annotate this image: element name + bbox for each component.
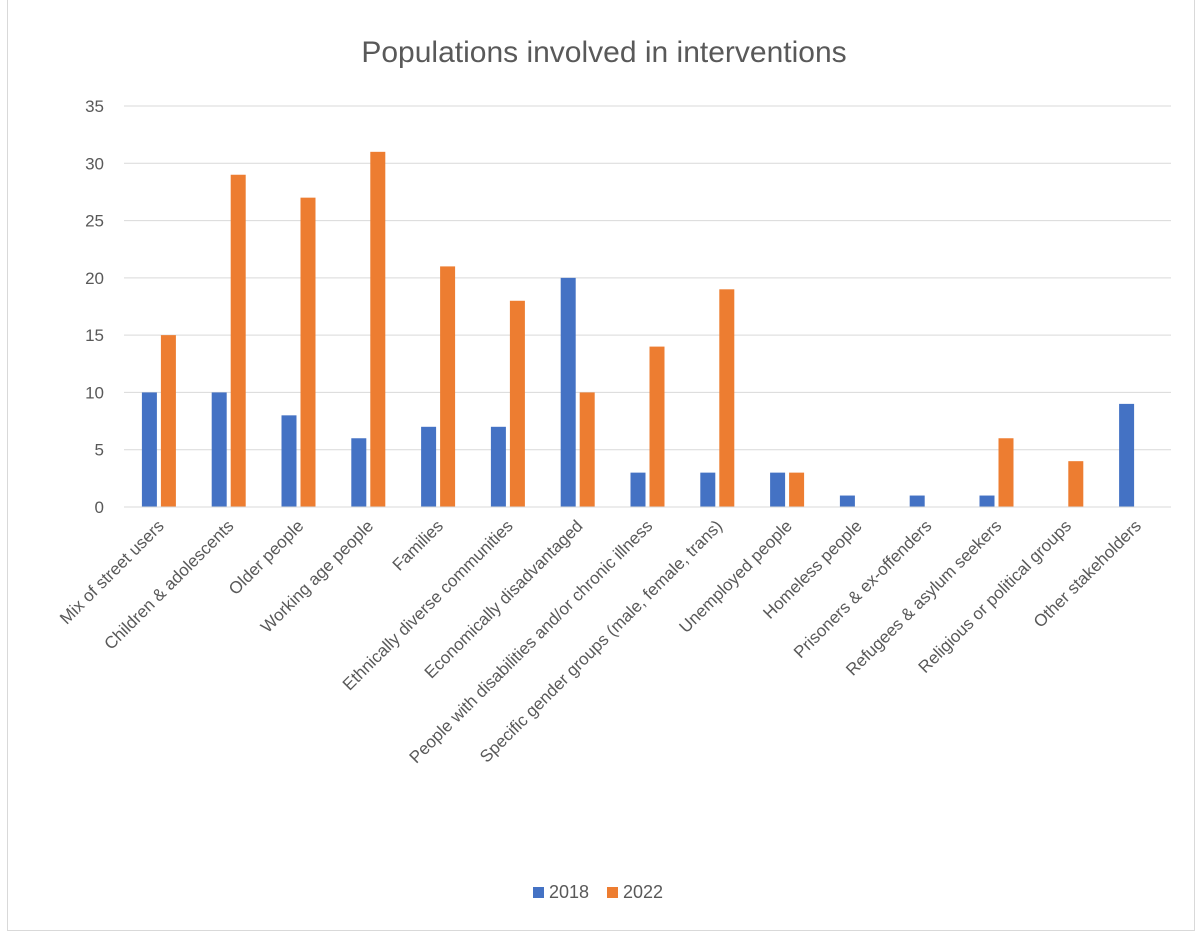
x-tick-label: Prisoners & ex-offenders: [790, 516, 936, 662]
bar-2018: [281, 415, 297, 507]
x-tick-label: Specific gender groups (male, female, tr…: [476, 516, 726, 766]
bar-2022: [230, 174, 246, 507]
bar-2022: [509, 300, 525, 507]
x-tick-label: People with disabilities and/or chronic …: [406, 516, 657, 767]
y-tick-label: 10: [85, 383, 104, 402]
y-tick-label: 0: [95, 498, 104, 517]
y-tick-label: 5: [95, 441, 104, 460]
bar-2018: [979, 495, 995, 507]
legend-swatch-2018: [533, 887, 544, 898]
legend: 2018 2022: [533, 882, 663, 902]
y-tick-label: 30: [85, 154, 104, 173]
bar-2022: [789, 472, 805, 507]
bar-2022: [440, 266, 456, 507]
bar-2018: [560, 277, 576, 507]
legend-swatch-2022: [607, 887, 618, 898]
bar-2018: [351, 438, 367, 507]
bar-2022: [160, 335, 176, 507]
bar-2018: [909, 495, 925, 507]
x-tick-label: Children & adolescents: [100, 516, 237, 653]
chart-frame: [7, 0, 1195, 931]
bar-2022: [370, 151, 386, 508]
legend-label: 2022: [623, 882, 663, 902]
bar-2022: [649, 346, 665, 507]
bar-2022: [719, 289, 735, 507]
chart-title: Populations involved in interventions: [361, 36, 846, 69]
bar-2018: [839, 495, 855, 507]
bar-2018: [490, 426, 506, 507]
x-tick-label: Families: [389, 516, 447, 574]
bar-2018: [421, 426, 437, 507]
bar-2018: [1119, 403, 1135, 507]
y-tick-label: 15: [85, 326, 104, 345]
y-tick-label: 25: [85, 212, 104, 231]
bar-2018: [770, 472, 786, 507]
bar-2022: [998, 438, 1014, 507]
y-tick-label: 35: [85, 97, 104, 116]
bar-2022: [1068, 461, 1084, 507]
y-tick-label: 20: [85, 269, 104, 288]
gridlines: [124, 105, 1171, 451]
bar-2018: [700, 472, 716, 507]
bar-2018: [630, 472, 646, 507]
bar-2018: [211, 392, 227, 507]
y-axis-tick-labels: 0 5 10 15 20 25 30 35: [85, 97, 104, 517]
legend-label: 2018: [549, 882, 589, 902]
bar-2022: [300, 197, 316, 507]
bar-2018: [141, 392, 157, 507]
bars: [141, 151, 1135, 508]
bar-2022: [579, 392, 595, 507]
